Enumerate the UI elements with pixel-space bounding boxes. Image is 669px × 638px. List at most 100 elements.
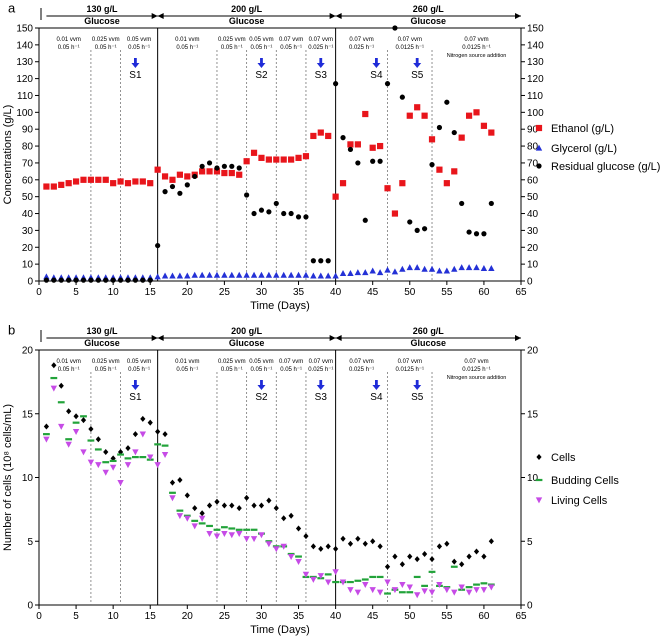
- condition-aeration: 0.05 vvm: [127, 37, 151, 43]
- data-point: [66, 408, 72, 415]
- x-tick-label: 20: [182, 287, 194, 298]
- data-point: [280, 271, 287, 278]
- condition-aeration: 0.07 vvm: [464, 359, 488, 365]
- data-point: [139, 456, 147, 459]
- condition-dilution-rate: 0.05 h⁻¹: [280, 367, 302, 373]
- x-tick-label: 0: [36, 287, 42, 298]
- data-point: [488, 129, 495, 136]
- condition-aeration: 0.07 vvm: [309, 359, 333, 365]
- x-tick-label: 50: [404, 287, 416, 298]
- right-y-tick-label: 5: [527, 537, 533, 548]
- data-point: [369, 144, 376, 151]
- data-point: [302, 271, 310, 278]
- phase-arrow-head-left: [157, 335, 164, 341]
- data-point: [236, 505, 242, 512]
- data-point: [213, 271, 221, 278]
- data-point: [421, 588, 428, 595]
- condition-dilution-rate: 0.05 h⁻¹: [95, 45, 117, 51]
- right-y-tick-label: 130: [527, 57, 544, 68]
- data-point: [340, 135, 346, 141]
- condition-dilution-rate: 0.0125 h⁻¹: [462, 367, 491, 373]
- condition-aeration: 0.07 vvm: [309, 37, 333, 43]
- data-point: [192, 505, 198, 512]
- data-point: [481, 231, 487, 237]
- x-tick-label: 30: [256, 611, 268, 622]
- data-point: [295, 555, 302, 558]
- data-point: [162, 189, 168, 195]
- data-point: [281, 515, 287, 522]
- data-point: [176, 272, 184, 279]
- data-point: [325, 272, 332, 279]
- legend-label: Budding Cells: [551, 475, 619, 487]
- y-tick-label: 15: [22, 409, 34, 420]
- data-point: [273, 546, 280, 553]
- x-tick-label: 55: [441, 287, 453, 298]
- data-point: [228, 169, 235, 177]
- sample-arrow-head: [131, 385, 140, 390]
- data-point: [288, 512, 294, 519]
- sample-arrow-shaft: [319, 380, 323, 385]
- data-point: [214, 165, 220, 171]
- data-point: [243, 158, 250, 165]
- data-point: [391, 587, 399, 594]
- legend-label: Residual glucose (g/L): [551, 161, 660, 173]
- series-square: [43, 104, 495, 217]
- data-point: [176, 509, 184, 512]
- data-point: [273, 156, 280, 163]
- x-tick-label: 5: [73, 287, 79, 298]
- data-point: [310, 543, 316, 550]
- data-point: [370, 158, 376, 164]
- panel-letter: a: [8, 0, 16, 15]
- data-point: [117, 449, 124, 455]
- data-point: [407, 553, 413, 560]
- data-point: [325, 579, 332, 586]
- x-tick-label: 10: [108, 611, 120, 622]
- data-point: [80, 449, 87, 456]
- data-point: [459, 561, 465, 568]
- data-point: [376, 269, 384, 276]
- condition-aeration: 0.07 vvm: [279, 359, 303, 365]
- sample-label: S4: [370, 70, 383, 81]
- data-point: [473, 109, 480, 116]
- condition-aeration: 0.07 vvm: [349, 359, 373, 365]
- data-point: [244, 192, 250, 198]
- phase-label-concentration: 260 g/L: [413, 4, 445, 14]
- sample-arrow-head: [257, 63, 266, 68]
- data-point: [362, 110, 369, 118]
- data-point: [406, 584, 413, 591]
- data-point: [43, 273, 50, 280]
- data-point: [103, 449, 109, 455]
- data-point: [414, 556, 420, 563]
- data-point: [154, 443, 162, 446]
- x-axis-label: Time (Days): [250, 300, 309, 312]
- data-point: [139, 178, 146, 185]
- condition-dilution-rate: 0.05 h⁻¹: [58, 367, 80, 373]
- y-tick-label: 60: [22, 175, 34, 186]
- x-tick-label: 35: [293, 287, 305, 298]
- data-point: [451, 265, 458, 272]
- data-point: [436, 124, 443, 131]
- data-point: [265, 271, 273, 278]
- data-point: [444, 540, 450, 547]
- legend-marker: [536, 163, 542, 169]
- data-point: [339, 270, 347, 277]
- data-point: [50, 376, 58, 380]
- x-tick-label: 5: [73, 611, 79, 622]
- x-tick-label: 40: [330, 611, 342, 622]
- right-y-tick-label: 0: [527, 601, 533, 612]
- phase-label-concentration: 260 g/L: [413, 326, 445, 336]
- sample-arrow-shaft: [260, 380, 263, 385]
- data-point: [198, 271, 206, 278]
- data-point: [421, 584, 428, 587]
- data-point: [451, 589, 458, 596]
- data-point: [95, 277, 101, 283]
- data-point: [213, 168, 221, 175]
- right-y-tick-label: 0: [527, 277, 533, 288]
- data-point: [206, 168, 213, 175]
- data-point: [399, 265, 406, 272]
- phase-arrow-head-right: [515, 335, 521, 341]
- data-point: [229, 502, 235, 509]
- data-point: [80, 277, 87, 283]
- data-point: [169, 176, 176, 183]
- data-point: [258, 154, 265, 161]
